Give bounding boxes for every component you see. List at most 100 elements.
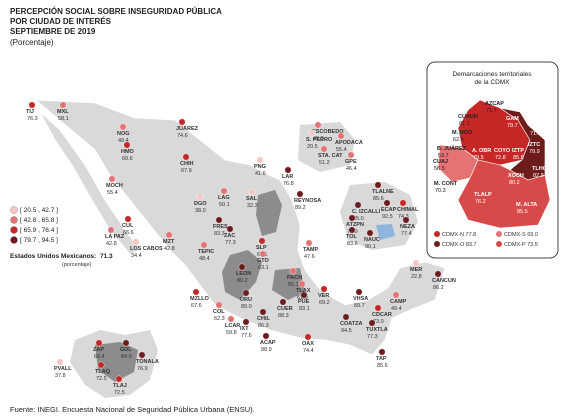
city-value: 61.0 bbox=[297, 295, 308, 301]
region-shape bbox=[340, 182, 418, 250]
city-name: CUL bbox=[122, 223, 134, 229]
city-name: VHSA bbox=[353, 296, 368, 302]
city-value: 74.4 bbox=[303, 348, 314, 354]
country-shape bbox=[34, 99, 446, 356]
city-marker bbox=[354, 201, 362, 209]
city-value: 59.8 bbox=[226, 330, 237, 336]
city-name: NOG bbox=[117, 131, 130, 137]
city-name: ZAP bbox=[93, 347, 104, 353]
district-value: 79.5 bbox=[473, 155, 484, 161]
city-value: 88.9 bbox=[261, 347, 272, 353]
city-value: 67.9 bbox=[181, 168, 192, 174]
city-value: 62.3 bbox=[214, 316, 225, 322]
city-name: PVALL bbox=[54, 366, 72, 372]
district-value: 79.9 bbox=[529, 149, 540, 155]
city-name: ESCOBEDO bbox=[312, 129, 344, 135]
city-name: ACAP bbox=[260, 340, 276, 346]
city-name: LA PAZ bbox=[105, 234, 125, 240]
city-marker bbox=[300, 291, 308, 299]
city-name: JUÁREZ bbox=[176, 125, 199, 132]
city-marker bbox=[314, 121, 322, 129]
city-name: TIJ bbox=[26, 109, 34, 115]
city-value: 86.3 bbox=[258, 323, 269, 329]
city-marker bbox=[178, 118, 186, 126]
district-name: M. ALTA bbox=[516, 202, 537, 208]
city-name: FRES bbox=[213, 224, 228, 230]
city-marker bbox=[226, 225, 234, 233]
city-marker bbox=[220, 187, 228, 195]
district-value: 72.8 bbox=[495, 155, 506, 161]
city-marker bbox=[258, 237, 266, 245]
city-value: 85.6 bbox=[377, 363, 388, 369]
city-value: 77.3 bbox=[225, 240, 236, 246]
city-value: 68.4 bbox=[94, 354, 105, 360]
city-value: 58.1 bbox=[58, 116, 69, 122]
city-marker bbox=[108, 175, 116, 183]
city-marker bbox=[115, 375, 123, 383]
city-marker bbox=[97, 361, 105, 369]
city-marker bbox=[182, 153, 190, 161]
city-marker bbox=[138, 351, 146, 359]
district-name: TLHC bbox=[532, 166, 547, 172]
city-marker bbox=[374, 181, 382, 189]
city-name: TLAQ bbox=[95, 369, 111, 375]
district-value: 71.7 bbox=[486, 108, 497, 114]
city-marker bbox=[28, 101, 36, 109]
city-marker bbox=[284, 166, 292, 174]
city-name: TOL bbox=[346, 234, 358, 240]
title: POR CIUDAD DE INTERÉS bbox=[10, 17, 112, 26]
district-name: CUAJ bbox=[433, 159, 448, 165]
zone-label: CDMX-P 73.5 bbox=[504, 242, 538, 248]
city-name: COL bbox=[213, 309, 225, 315]
city-name: C. IZCALLI bbox=[352, 209, 381, 215]
city-value: 51.2 bbox=[319, 160, 330, 166]
city-name: MER bbox=[410, 267, 422, 273]
city-value: 55.4 bbox=[107, 190, 118, 196]
city-value: 34.4 bbox=[131, 253, 142, 259]
district-name: XOCH bbox=[508, 173, 524, 179]
city-marker bbox=[320, 285, 328, 293]
city-marker bbox=[368, 319, 376, 327]
city-value: 20.5 bbox=[307, 144, 318, 150]
district-value: 76.2 bbox=[475, 199, 486, 205]
city-value: 77.6 bbox=[241, 333, 252, 339]
city-name: VER bbox=[318, 293, 329, 299]
district-shape bbox=[457, 159, 551, 229]
city-value: 83.1 bbox=[299, 306, 310, 312]
city-value: 85.0 bbox=[353, 216, 364, 222]
city-marker bbox=[392, 291, 400, 299]
city-name: MZLLO bbox=[190, 296, 210, 302]
city-name: SLP bbox=[256, 245, 267, 251]
city-name: TUXTLA bbox=[366, 327, 388, 333]
title: SEPTIEMBRE DE 2019 bbox=[10, 27, 96, 36]
city-marker bbox=[378, 348, 386, 356]
city-value: 83.6 bbox=[347, 241, 358, 247]
city-marker bbox=[200, 241, 208, 249]
city-marker bbox=[262, 332, 270, 340]
legend-swatch bbox=[10, 226, 18, 234]
city-name: COATZA bbox=[340, 321, 363, 327]
city-name: TLALNE bbox=[372, 189, 394, 195]
district-name: IZTC bbox=[528, 142, 540, 148]
city-marker bbox=[123, 141, 131, 149]
city-value: 37.8 bbox=[55, 373, 66, 379]
source: Fuente: INEGI. Encuesta Nacional de Segu… bbox=[10, 405, 255, 414]
city-name: TLAX bbox=[296, 288, 311, 294]
city-value: 85.6 bbox=[373, 196, 384, 202]
city-marker bbox=[107, 226, 115, 234]
city-value: 32.3 bbox=[247, 203, 258, 209]
city-name: ATZPN bbox=[346, 222, 364, 228]
district-name: A. OBR bbox=[472, 148, 491, 154]
city-name: TAMP bbox=[303, 247, 319, 253]
legend-swatch bbox=[10, 216, 18, 224]
city-marker bbox=[119, 123, 127, 131]
city-value: 89.2 bbox=[295, 205, 306, 211]
city-name: CAMP bbox=[390, 299, 407, 305]
city-name: CANCUN bbox=[432, 278, 456, 284]
city-marker bbox=[412, 259, 420, 267]
city-name: TONALA bbox=[136, 359, 159, 365]
district-name: TLALP bbox=[474, 192, 492, 198]
city-marker bbox=[308, 129, 316, 137]
city-marker bbox=[215, 216, 223, 224]
